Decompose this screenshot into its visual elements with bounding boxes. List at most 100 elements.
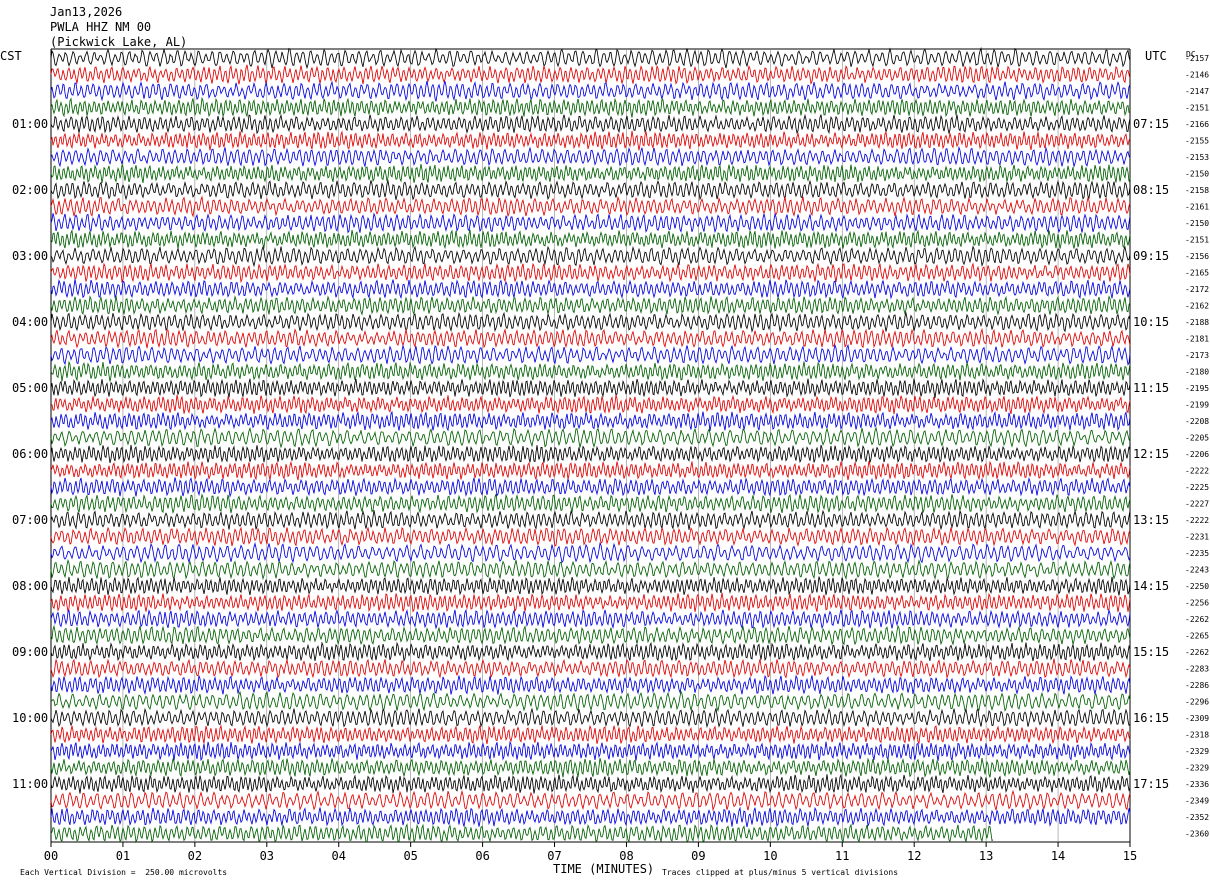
dc-offset-label: -2318: [1185, 731, 1209, 740]
dc-offset-label: -2199: [1185, 401, 1209, 410]
x-tick-label: 04: [332, 849, 346, 863]
right-timezone-label: UTC: [1145, 49, 1167, 63]
seismic-trace: [50, 526, 1131, 547]
right-hour-label: 07:15: [1133, 117, 1169, 131]
dc-offset-label: -2195: [1185, 384, 1209, 393]
dc-offset-label: -2283: [1185, 665, 1209, 674]
dc-offset-label: -2231: [1185, 533, 1209, 542]
dc-offset-label: -2296: [1185, 698, 1209, 707]
seismic-trace: [50, 64, 1131, 85]
seismic-trace: [50, 295, 1131, 316]
seismic-trace: [50, 592, 1131, 613]
seismic-trace: [50, 195, 1131, 218]
seismic-trace: [50, 245, 1131, 268]
seismic-trace: [50, 145, 1131, 168]
dc-offset-label: -2349: [1185, 797, 1209, 806]
right-hour-label: 17:15: [1133, 777, 1169, 791]
seismic-trace: [50, 327, 1131, 349]
dc-offset-label: -2150: [1185, 219, 1209, 228]
left-timezone-label: CST: [0, 49, 22, 63]
right-hour-label: 11:15: [1133, 381, 1169, 395]
dc-offset-label: -2155: [1185, 137, 1209, 146]
seismic-trace: [50, 624, 1131, 646]
seismic-trace: [50, 460, 1131, 481]
right-hour-label: 16:15: [1133, 711, 1169, 725]
x-tick-label: 08: [619, 849, 633, 863]
dc-offset-label: -2165: [1185, 269, 1209, 278]
x-tick-label: 12: [907, 849, 921, 863]
dc-offset-label: -2286: [1185, 681, 1209, 690]
seismic-trace: [50, 658, 1131, 679]
right-hour-label: 08:15: [1133, 183, 1169, 197]
left-hour-label: 06:00: [12, 447, 48, 461]
seismic-trace: [50, 707, 1131, 729]
dc-offset-label: -2157: [1185, 54, 1209, 63]
seismic-trace: [50, 477, 1131, 498]
left-hour-label: 08:00: [12, 579, 48, 593]
dc-offset-label: -2188: [1185, 318, 1209, 327]
seismic-trace: [50, 278, 1131, 300]
dc-offset-label: -2265: [1185, 632, 1209, 641]
x-tick-label: 09: [691, 849, 705, 863]
clip-note: Traces clipped at plus/minus 5 vertical …: [662, 868, 899, 877]
seismic-trace: [50, 80, 1131, 102]
right-hour-label: 12:15: [1133, 447, 1169, 461]
x-tick-label: 05: [403, 849, 417, 863]
seismic-trace: [50, 541, 1131, 564]
seismic-trace: [50, 163, 1131, 183]
dc-offset-label: -2150: [1185, 170, 1209, 179]
seismic-trace: [50, 444, 1131, 464]
left-hour-label: 11:00: [12, 777, 48, 791]
dc-offset-label: -2225: [1185, 483, 1209, 492]
dc-offset-label: -2235: [1185, 549, 1209, 558]
dc-offset-label: -2146: [1185, 71, 1209, 80]
right-hour-label: 13:15: [1133, 513, 1169, 527]
seismic-trace: [50, 559, 1131, 581]
seismic-trace: [50, 262, 1131, 284]
x-tick-label: 13: [979, 849, 993, 863]
seismic-trace: [50, 724, 1131, 745]
dc-offset-label: -2151: [1185, 104, 1209, 113]
x-tick-label: 00: [44, 849, 58, 863]
x-tick-label: 03: [260, 849, 274, 863]
seismic-trace: [50, 179, 1131, 201]
header-station: PWLA HHZ NM 00: [50, 20, 152, 34]
left-hour-label: 04:00: [12, 315, 48, 329]
x-axis-title: TIME (MINUTES): [553, 862, 655, 876]
seismic-trace: [50, 493, 1131, 515]
seismic-trace: [50, 130, 1131, 151]
left-hour-label: 10:00: [12, 711, 48, 725]
x-tick-label: 10: [763, 849, 777, 863]
left-hour-label: 07:00: [12, 513, 48, 527]
seismic-trace: [50, 806, 1131, 828]
left-hour-label: 05:00: [12, 381, 48, 395]
seismic-trace: [50, 789, 1131, 812]
right-hour-label: 10:15: [1133, 315, 1169, 329]
seismic-trace: [50, 212, 1131, 234]
dc-offset-label: -2172: [1185, 285, 1209, 294]
scale-note: Each Vertical Division = 250.00 microvol…: [20, 868, 228, 877]
seismic-trace: [50, 823, 994, 844]
dc-offset-label: -2309: [1185, 714, 1209, 723]
dc-offset-label: -2158: [1185, 186, 1209, 195]
x-tick-label: 11: [835, 849, 849, 863]
dc-offset-label: -2329: [1185, 747, 1209, 756]
seismic-trace: [50, 229, 1131, 250]
seismic-trace: [50, 343, 1131, 366]
seismic-trace: [50, 690, 1131, 712]
dc-offset-label: -2222: [1185, 516, 1209, 525]
seismic-trace: [50, 426, 1131, 449]
dc-offset-label: -2162: [1185, 302, 1209, 311]
right-hour-label: 09:15: [1133, 249, 1169, 263]
dc-offset-label: -2156: [1185, 252, 1209, 261]
seismic-trace: [50, 410, 1131, 432]
dc-offset-label: -2206: [1185, 450, 1209, 459]
dc-offset-label: -2262: [1185, 615, 1209, 624]
dc-offset-label: -2180: [1185, 368, 1209, 377]
seismic-trace: [50, 378, 1131, 398]
seismic-trace: [50, 394, 1131, 415]
seismic-trace: [50, 740, 1131, 762]
dc-offset-label: -2262: [1185, 648, 1209, 657]
seismic-trace: [50, 576, 1131, 596]
